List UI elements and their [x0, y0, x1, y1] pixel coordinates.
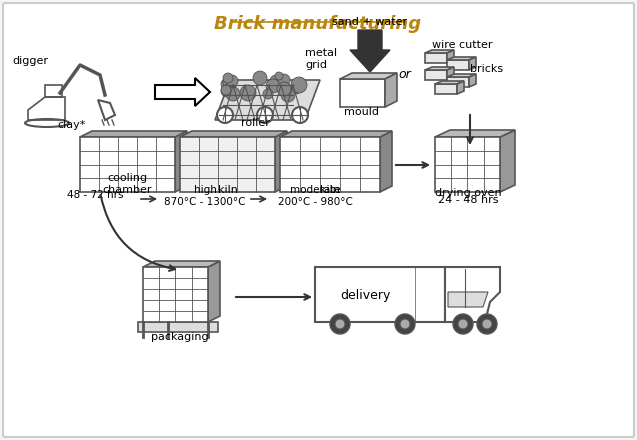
- Polygon shape: [175, 131, 187, 192]
- Circle shape: [263, 89, 273, 99]
- Circle shape: [292, 107, 308, 123]
- Circle shape: [221, 79, 231, 89]
- FancyBboxPatch shape: [315, 267, 445, 322]
- Text: packaging: packaging: [151, 332, 209, 342]
- Text: delivery: delivery: [340, 289, 390, 301]
- Polygon shape: [380, 131, 392, 192]
- Circle shape: [278, 80, 286, 88]
- Circle shape: [335, 319, 345, 329]
- Polygon shape: [215, 80, 320, 120]
- Polygon shape: [340, 73, 397, 79]
- Polygon shape: [500, 130, 515, 192]
- Circle shape: [270, 75, 282, 87]
- Circle shape: [453, 314, 473, 334]
- Polygon shape: [445, 267, 500, 322]
- Polygon shape: [457, 81, 464, 94]
- Polygon shape: [385, 73, 397, 107]
- Text: kiln: kiln: [218, 185, 238, 195]
- Polygon shape: [350, 30, 390, 72]
- Text: digger: digger: [12, 56, 48, 66]
- Circle shape: [275, 72, 283, 80]
- Circle shape: [226, 75, 238, 87]
- Polygon shape: [208, 261, 220, 322]
- Circle shape: [278, 74, 290, 86]
- Circle shape: [221, 85, 231, 95]
- Circle shape: [281, 88, 295, 102]
- Text: metal
grid: metal grid: [305, 48, 337, 70]
- Circle shape: [291, 77, 307, 93]
- Polygon shape: [340, 79, 385, 107]
- Circle shape: [253, 71, 267, 85]
- Circle shape: [221, 85, 233, 97]
- Polygon shape: [435, 84, 457, 94]
- Circle shape: [291, 84, 301, 94]
- Circle shape: [223, 73, 233, 83]
- Text: clay*: clay*: [58, 120, 86, 130]
- Circle shape: [226, 87, 240, 101]
- Text: 24 - 48 hrs: 24 - 48 hrs: [438, 195, 498, 205]
- Polygon shape: [447, 50, 454, 63]
- Polygon shape: [180, 131, 287, 137]
- Text: kiln: kiln: [320, 185, 340, 195]
- Polygon shape: [447, 57, 476, 60]
- Text: sand + water: sand + water: [333, 17, 408, 27]
- Text: cooling
chamber: cooling chamber: [103, 173, 152, 195]
- Text: bricks: bricks: [471, 64, 504, 74]
- Circle shape: [395, 314, 415, 334]
- Polygon shape: [469, 57, 476, 70]
- Circle shape: [223, 77, 233, 87]
- Circle shape: [240, 85, 256, 101]
- Polygon shape: [425, 70, 447, 80]
- Text: wire cutter: wire cutter: [432, 40, 492, 50]
- Polygon shape: [447, 67, 454, 80]
- Polygon shape: [425, 53, 447, 63]
- Polygon shape: [180, 137, 275, 192]
- Polygon shape: [80, 137, 175, 192]
- Text: moderate
200°C - 980°C: moderate 200°C - 980°C: [278, 185, 352, 207]
- Polygon shape: [447, 60, 469, 70]
- Circle shape: [330, 314, 350, 334]
- Text: 48 - 72 hrs: 48 - 72 hrs: [67, 190, 123, 200]
- Circle shape: [217, 107, 233, 123]
- Text: or: or: [399, 68, 412, 81]
- Circle shape: [266, 79, 280, 93]
- Polygon shape: [280, 131, 392, 137]
- Polygon shape: [138, 322, 218, 332]
- Polygon shape: [275, 131, 287, 192]
- Polygon shape: [447, 77, 469, 87]
- Text: mould: mould: [345, 107, 380, 117]
- Circle shape: [226, 82, 236, 92]
- Polygon shape: [143, 261, 220, 267]
- Text: drying oven: drying oven: [434, 188, 501, 198]
- Polygon shape: [435, 81, 464, 84]
- Text: Brick manufacturing: Brick manufacturing: [215, 15, 422, 33]
- Polygon shape: [280, 137, 380, 192]
- Text: roller: roller: [241, 118, 269, 128]
- Polygon shape: [448, 292, 488, 307]
- FancyBboxPatch shape: [3, 3, 634, 437]
- Polygon shape: [80, 131, 187, 137]
- Text: high
870°C - 1300°C: high 870°C - 1300°C: [164, 185, 246, 207]
- Circle shape: [277, 82, 291, 96]
- Polygon shape: [435, 137, 500, 192]
- Polygon shape: [469, 74, 476, 87]
- Circle shape: [477, 314, 497, 334]
- Circle shape: [482, 319, 492, 329]
- Polygon shape: [143, 267, 208, 322]
- Polygon shape: [447, 74, 476, 77]
- Polygon shape: [425, 67, 454, 70]
- Polygon shape: [435, 130, 515, 137]
- Circle shape: [400, 319, 410, 329]
- Polygon shape: [155, 78, 210, 106]
- Circle shape: [458, 319, 468, 329]
- Polygon shape: [425, 50, 454, 53]
- Circle shape: [257, 107, 273, 123]
